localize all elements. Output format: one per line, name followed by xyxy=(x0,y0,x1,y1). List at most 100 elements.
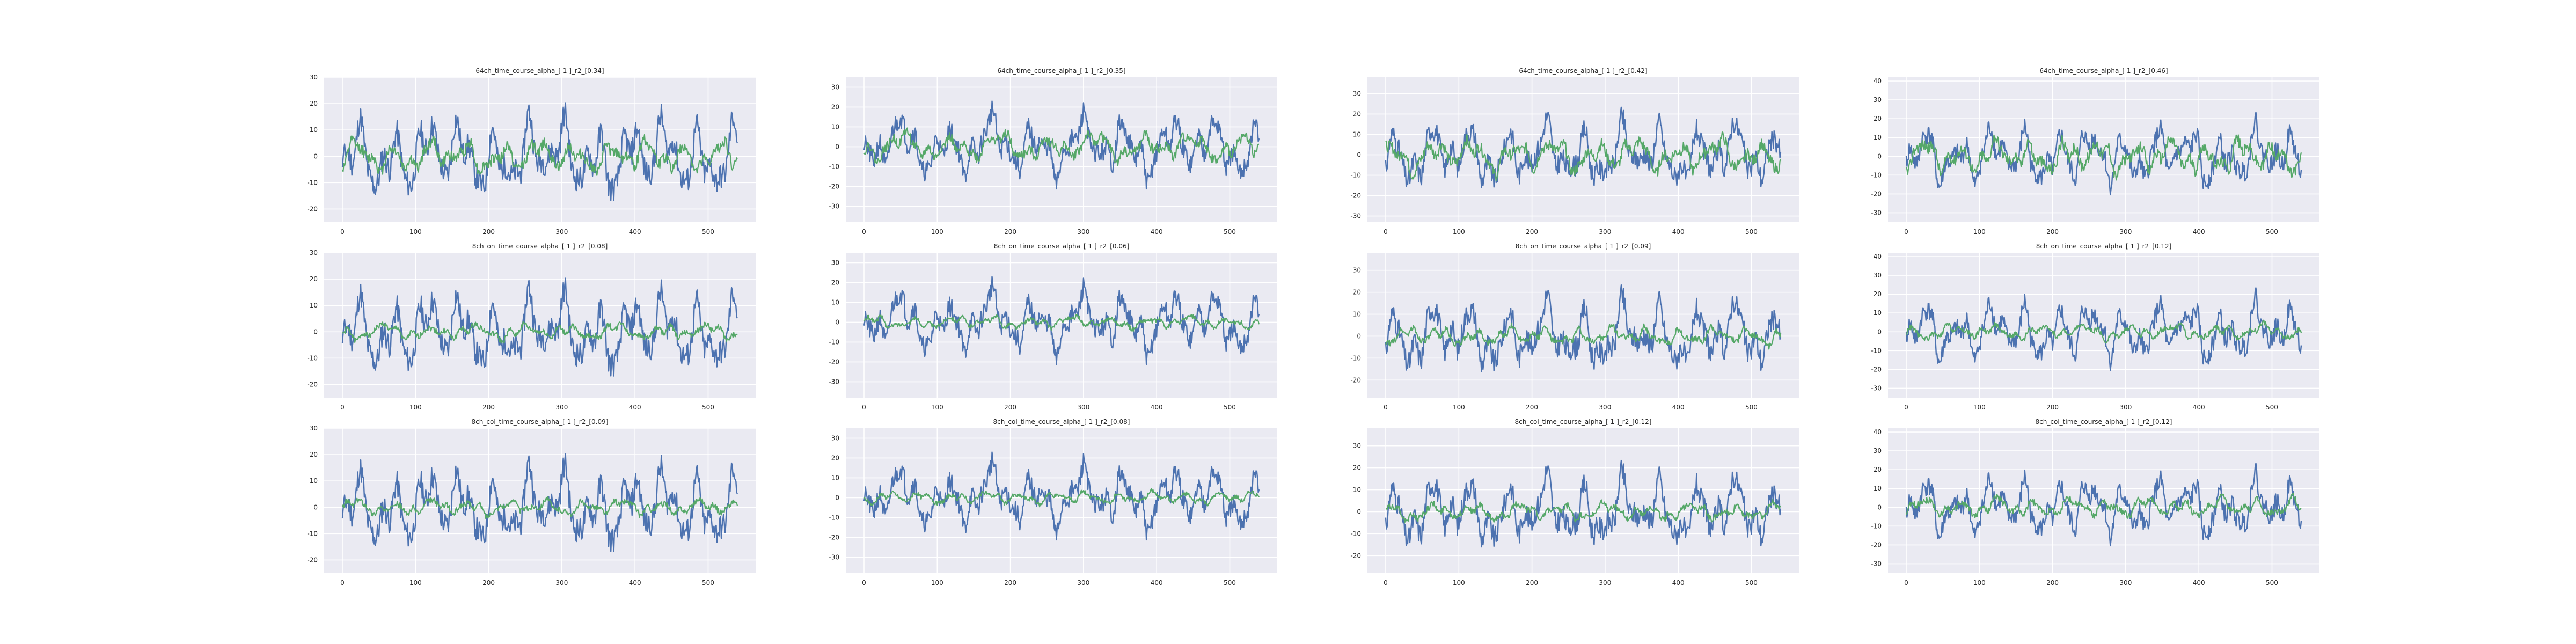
x-tick-label: 100 xyxy=(409,579,422,587)
y-tick-label: 30 xyxy=(1874,272,1882,279)
y-tick-label: 30 xyxy=(310,249,318,257)
plot-background xyxy=(1367,428,1799,573)
y-tick-label: -20 xyxy=(1350,192,1361,200)
y-tick-label: -20 xyxy=(307,205,318,213)
chart-title: 64ch_time_course_alpha_[ 1 ]_r2_[0.35] xyxy=(997,67,1125,75)
x-tick-label: 0 xyxy=(340,404,345,411)
y-tick-label: 40 xyxy=(1874,253,1882,260)
y-tick-label: 0 xyxy=(835,143,839,150)
x-tick-label: 200 xyxy=(1526,404,1538,411)
x-tick-label: 200 xyxy=(2046,228,2059,236)
y-tick-label: 10 xyxy=(831,298,839,306)
x-tick-label: 300 xyxy=(1599,579,1611,587)
x-tick-label: 200 xyxy=(2046,579,2059,587)
y-tick-label: 40 xyxy=(1874,77,1882,85)
x-tick-label: 400 xyxy=(1151,579,1163,587)
x-tick-label: 100 xyxy=(1453,579,1465,587)
x-tick-label: 300 xyxy=(555,579,568,587)
series-line-1 xyxy=(1385,106,1782,188)
y-tick-label: 20 xyxy=(310,100,318,107)
x-tick-label: 500 xyxy=(2266,579,2278,587)
y-tick-label: 20 xyxy=(831,279,839,286)
chart-title: 64ch_time_course_alpha_[ 1 ]_r2_[0.42] xyxy=(1519,67,1647,75)
series-line-2 xyxy=(863,488,1260,508)
x-tick-label: 500 xyxy=(702,228,714,236)
y-tick-label: -10 xyxy=(1871,347,1882,354)
y-tick-label: -20 xyxy=(1350,552,1361,559)
x-tick-label: 400 xyxy=(1672,404,1685,411)
chart-title: 8ch_on_time_course_alpha_[ 1 ]_r2_[0.06] xyxy=(994,243,1130,250)
y-tick-label: 0 xyxy=(1877,328,1882,335)
y-tick-label: -30 xyxy=(1871,560,1882,567)
x-tick-label: 100 xyxy=(931,228,943,236)
y-tick-label: 20 xyxy=(1353,464,1361,472)
y-tick-label: 30 xyxy=(1874,447,1882,455)
y-tick-label: 30 xyxy=(831,259,839,266)
x-tick-label: 200 xyxy=(482,404,495,411)
x-tick-label: 200 xyxy=(1526,228,1538,236)
y-tick-label: -10 xyxy=(307,354,318,362)
series-line-2 xyxy=(863,314,1260,332)
series-line-2 xyxy=(1905,493,2302,519)
x-tick-label: 0 xyxy=(862,404,866,411)
y-tick-label: 0 xyxy=(313,152,318,160)
x-tick-label: 500 xyxy=(702,404,714,411)
y-tick-label: 0 xyxy=(835,318,839,326)
series-line-2 xyxy=(342,134,738,176)
y-tick-label: 10 xyxy=(310,302,318,309)
x-tick-label: 400 xyxy=(2193,579,2205,587)
y-tick-label: 30 xyxy=(831,434,839,442)
y-tick-label: -20 xyxy=(829,533,839,541)
y-tick-label: -20 xyxy=(1871,190,1882,197)
y-tick-label: -20 xyxy=(829,358,839,365)
series-line-2 xyxy=(1385,499,1781,524)
x-tick-label: 0 xyxy=(1384,579,1388,587)
x-tick-label: 200 xyxy=(482,579,495,587)
x-tick-label: 0 xyxy=(862,228,866,236)
y-tick-label: 20 xyxy=(1353,289,1361,296)
y-tick-label: 0 xyxy=(313,328,318,335)
y-tick-label: 30 xyxy=(831,83,839,91)
x-tick-label: 400 xyxy=(1672,228,1685,236)
series-line-1 xyxy=(863,451,1260,541)
x-tick-label: 500 xyxy=(1745,404,1758,411)
y-tick-label: -10 xyxy=(1871,171,1882,179)
series-line-1 xyxy=(1905,287,2302,371)
y-tick-label: 0 xyxy=(1357,332,1361,340)
y-tick-label: 40 xyxy=(1874,428,1882,436)
x-tick-label: 0 xyxy=(1904,579,1908,587)
x-tick-label: 400 xyxy=(629,579,641,587)
plot-background xyxy=(1367,253,1799,398)
y-tick-label: 10 xyxy=(1353,130,1361,138)
series-line-1 xyxy=(341,102,738,201)
y-tick-label: 20 xyxy=(831,454,839,462)
x-tick-label: 300 xyxy=(1599,404,1611,411)
x-tick-label: 400 xyxy=(2193,228,2205,236)
x-tick-label: 500 xyxy=(1745,228,1758,236)
y-tick-label: 30 xyxy=(1874,96,1882,104)
y-tick-label: 10 xyxy=(1353,311,1361,318)
y-tick-label: 20 xyxy=(1874,466,1882,473)
x-tick-label: 500 xyxy=(702,579,714,587)
y-tick-label: 0 xyxy=(835,494,839,501)
y-tick-label: 0 xyxy=(1357,508,1361,515)
x-tick-label: 300 xyxy=(2119,404,2132,411)
x-tick-label: 400 xyxy=(1672,579,1685,587)
x-tick-label: 100 xyxy=(409,228,422,236)
y-tick-label: -10 xyxy=(1350,530,1361,537)
chart-title: 8ch_col_time_course_alpha_[ 1 ]_r2_[0.09… xyxy=(472,418,609,426)
y-tick-label: 30 xyxy=(310,74,318,81)
chart-title: 8ch_on_time_course_alpha_[ 1 ]_r2_[0.09] xyxy=(1516,243,1651,250)
x-tick-label: 0 xyxy=(340,228,345,236)
x-tick-label: 0 xyxy=(862,579,866,587)
x-tick-label: 300 xyxy=(555,404,568,411)
x-tick-label: 200 xyxy=(2046,404,2059,411)
